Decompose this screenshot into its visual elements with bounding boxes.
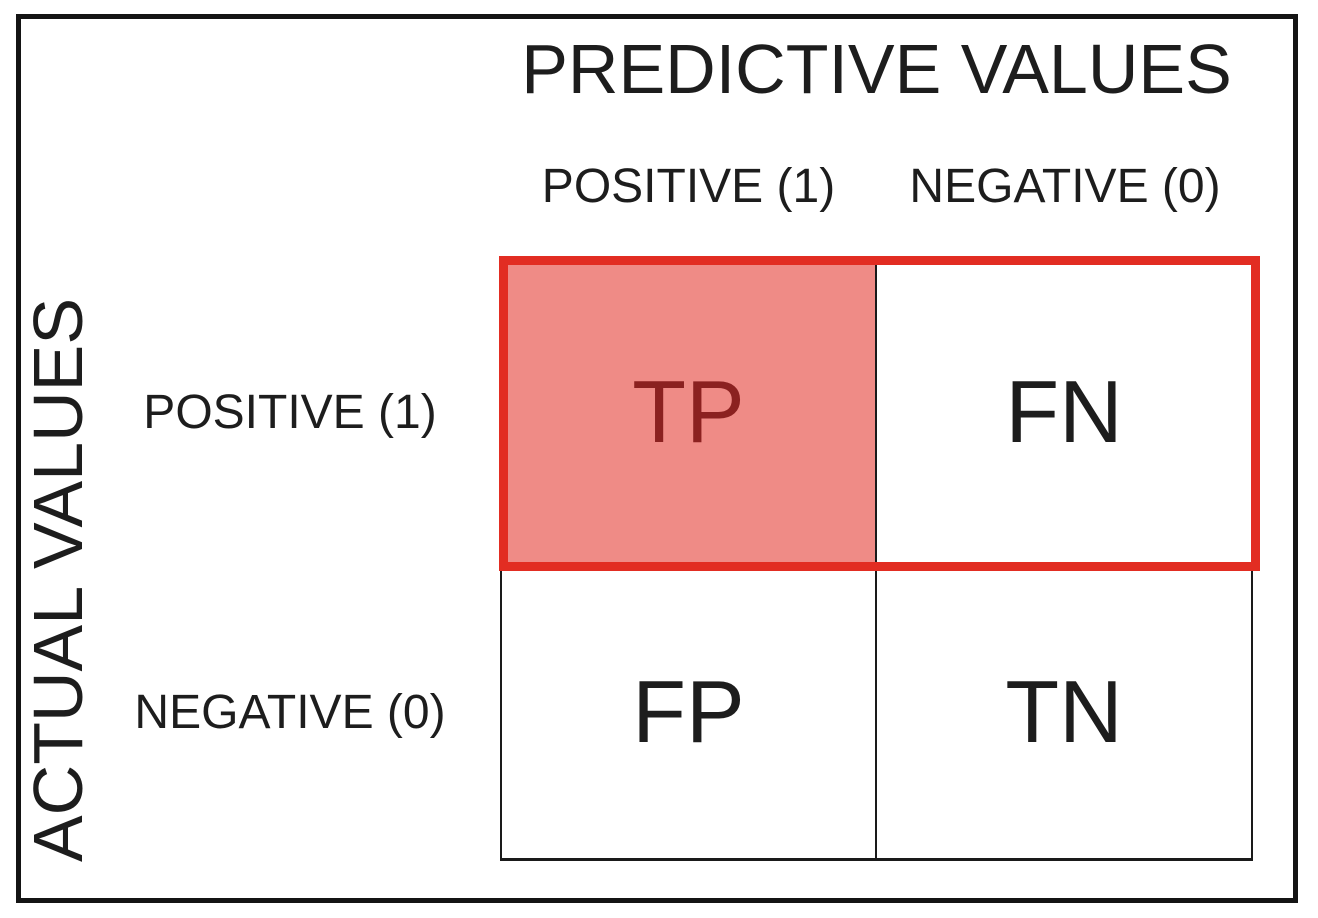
cell-true-positive: TP bbox=[502, 259, 877, 566]
column-header-positive: POSITIVE (1) bbox=[541, 159, 836, 213]
cell-false-positive: FP bbox=[502, 566, 877, 858]
matrix-grid: TP FN FP TN bbox=[499, 256, 1260, 861]
cell-false-negative: FN bbox=[877, 259, 1251, 566]
left-axis-label: ACTUAL VALUES bbox=[19, 297, 97, 863]
cell-true-negative: TN bbox=[877, 566, 1251, 858]
figure-title: PREDICTIVE VALUES bbox=[521, 30, 1232, 108]
column-header-negative: NEGATIVE (0) bbox=[909, 159, 1221, 213]
row-label-positive: POSITIVE (1) bbox=[143, 385, 437, 439]
row-label-negative: NEGATIVE (0) bbox=[134, 685, 446, 739]
